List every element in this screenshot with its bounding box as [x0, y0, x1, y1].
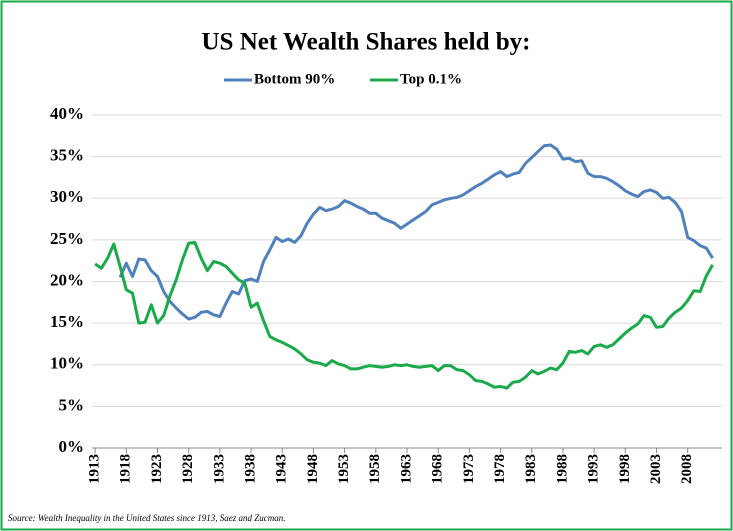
x-tick-label: 1993 — [586, 454, 602, 484]
source: Source: Wealth Inequality in the United … — [8, 513, 286, 523]
x-tick-label: 1983 — [523, 454, 539, 484]
x-tick-label: 2003 — [648, 454, 664, 484]
y-tick-label: 35% — [50, 146, 84, 165]
x-tick-label: 1973 — [461, 454, 477, 484]
x-tick-label: 1963 — [398, 454, 414, 484]
x-tick-label: 1978 — [492, 454, 508, 484]
x-tick-label: 1913 — [87, 454, 103, 484]
y-tick-label: 25% — [50, 229, 84, 248]
x-tick-label: 1918 — [118, 454, 134, 484]
x-tick-label: 1933 — [211, 454, 227, 484]
y-tick-label: 20% — [50, 270, 84, 289]
x-tick-label: 1953 — [336, 454, 352, 484]
x-tick-label: 1968 — [430, 454, 446, 484]
series-line — [118, 143, 714, 321]
x-tick-label: 1948 — [305, 454, 321, 484]
chart-title: US Net Wealth Shares held by: — [202, 29, 531, 56]
y-tick-label: 30% — [50, 187, 84, 206]
y-tick-label: 10% — [50, 354, 84, 373]
y-tick-label: 5% — [59, 395, 85, 414]
legend-label: Bottom 90% — [254, 71, 335, 87]
x-tick-label: 1938 — [242, 454, 258, 484]
y-tick-label: 15% — [50, 312, 84, 331]
x-tick-label: 1958 — [367, 454, 383, 484]
x-tick-label: 1998 — [617, 454, 633, 484]
x-tick-label: 2008 — [679, 454, 695, 484]
x-tick-label: 1988 — [554, 454, 570, 484]
x-tick-label: 1943 — [274, 454, 290, 484]
x-tick-label: 1928 — [180, 454, 196, 484]
series-line — [94, 240, 714, 390]
x-tick-label: 1923 — [149, 454, 165, 484]
legend-label: Top 0.1% — [400, 71, 462, 87]
y-tick-label: 40% — [50, 104, 84, 123]
y-tick-label: 0% — [59, 437, 85, 456]
